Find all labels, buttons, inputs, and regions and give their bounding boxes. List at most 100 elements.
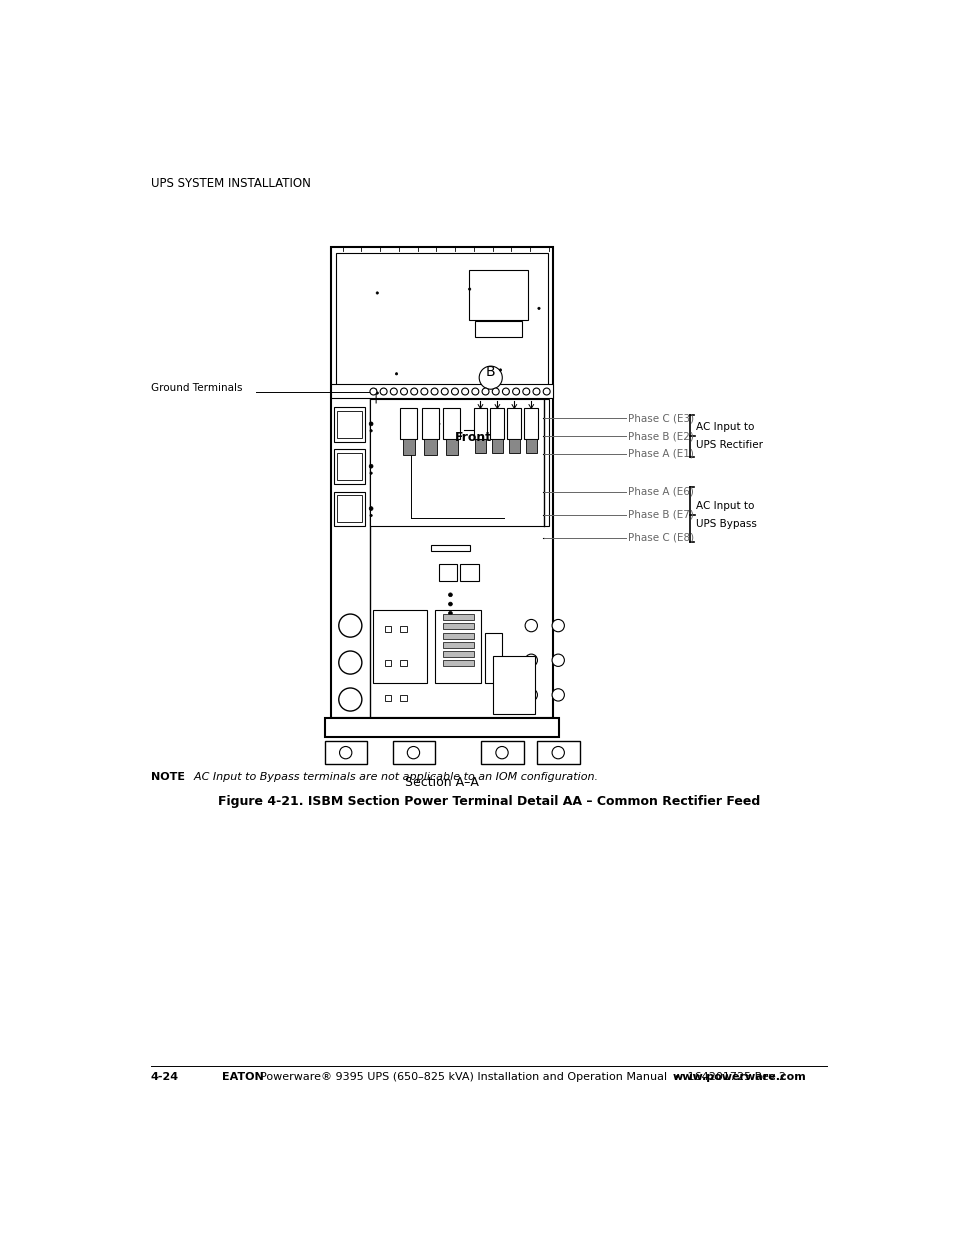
Bar bbox=[492, 440, 502, 453]
Bar bbox=[445, 440, 457, 454]
Circle shape bbox=[468, 288, 471, 290]
Text: Front: Front bbox=[455, 431, 492, 445]
Circle shape bbox=[537, 308, 539, 310]
Bar bbox=[442, 632, 473, 638]
Text: EATON: EATON bbox=[221, 1072, 263, 1082]
Bar bbox=[468, 270, 528, 320]
Circle shape bbox=[375, 291, 378, 294]
Bar bbox=[438, 564, 456, 580]
Bar bbox=[493, 656, 535, 714]
Circle shape bbox=[451, 388, 458, 395]
Bar bbox=[369, 399, 548, 526]
Text: www.powerware.com: www.powerware.com bbox=[672, 1072, 805, 1082]
Text: UPS Rectifier: UPS Rectifier bbox=[696, 440, 762, 450]
Bar bbox=[490, 409, 504, 440]
Text: Powerware® 9395 UPS (650–825 kVA) Installation and Operation Manual  •  16420172: Powerware® 9395 UPS (650–825 kVA) Instal… bbox=[260, 1072, 789, 1082]
Circle shape bbox=[420, 388, 427, 395]
Circle shape bbox=[400, 388, 407, 395]
Bar bbox=[336, 453, 361, 480]
Bar bbox=[442, 624, 473, 630]
Bar bbox=[336, 495, 361, 522]
Circle shape bbox=[441, 388, 448, 395]
Circle shape bbox=[533, 388, 539, 395]
Text: NOTE: NOTE bbox=[151, 772, 185, 782]
Bar bbox=[373, 610, 427, 683]
Text: B: B bbox=[485, 364, 495, 378]
Text: 4-24: 4-24 bbox=[151, 1072, 179, 1082]
Bar bbox=[400, 695, 406, 701]
Circle shape bbox=[552, 689, 564, 701]
Bar bbox=[334, 492, 365, 526]
Circle shape bbox=[370, 430, 372, 432]
Circle shape bbox=[338, 651, 361, 674]
Circle shape bbox=[370, 388, 376, 395]
Bar bbox=[442, 661, 473, 667]
Bar bbox=[524, 409, 537, 440]
Circle shape bbox=[390, 388, 396, 395]
Circle shape bbox=[448, 611, 452, 615]
Circle shape bbox=[369, 422, 373, 426]
Circle shape bbox=[437, 422, 439, 425]
Bar bbox=[402, 440, 415, 454]
Text: UPS Bypass: UPS Bypass bbox=[696, 519, 756, 529]
Text: Phase A (E1): Phase A (E1) bbox=[627, 448, 693, 459]
Circle shape bbox=[512, 388, 519, 395]
Circle shape bbox=[369, 506, 373, 510]
Circle shape bbox=[524, 620, 537, 632]
Circle shape bbox=[492, 388, 498, 395]
Circle shape bbox=[461, 388, 468, 395]
Circle shape bbox=[370, 514, 372, 516]
Circle shape bbox=[448, 593, 452, 597]
Bar bbox=[473, 409, 487, 440]
Bar bbox=[385, 695, 391, 701]
Circle shape bbox=[502, 388, 509, 395]
Circle shape bbox=[542, 388, 550, 395]
Text: Ground Terminals: Ground Terminals bbox=[151, 383, 242, 394]
Circle shape bbox=[472, 388, 478, 395]
Bar bbox=[400, 626, 406, 632]
Circle shape bbox=[552, 620, 564, 632]
Circle shape bbox=[369, 464, 373, 468]
Bar bbox=[474, 321, 522, 337]
Circle shape bbox=[481, 388, 489, 395]
Bar bbox=[442, 642, 473, 648]
Bar bbox=[475, 440, 485, 453]
Bar bbox=[334, 406, 365, 442]
Bar bbox=[421, 409, 438, 440]
Bar bbox=[331, 384, 552, 398]
Circle shape bbox=[524, 689, 537, 701]
Bar bbox=[431, 545, 469, 551]
Bar bbox=[334, 450, 365, 484]
Circle shape bbox=[370, 472, 372, 474]
Circle shape bbox=[379, 388, 387, 395]
Circle shape bbox=[407, 746, 419, 758]
Text: Phase B (E2): Phase B (E2) bbox=[627, 431, 693, 441]
Circle shape bbox=[496, 746, 508, 758]
Circle shape bbox=[339, 746, 352, 758]
Circle shape bbox=[411, 388, 417, 395]
Text: Phase C (E3): Phase C (E3) bbox=[627, 414, 693, 424]
Text: Phase C (E8): Phase C (E8) bbox=[627, 532, 693, 543]
Circle shape bbox=[522, 388, 529, 395]
Text: Section A–A: Section A–A bbox=[405, 776, 478, 789]
Bar bbox=[525, 440, 537, 453]
Text: UPS SYSTEM INSTALLATION: UPS SYSTEM INSTALLATION bbox=[151, 178, 311, 190]
Circle shape bbox=[478, 366, 502, 389]
Bar bbox=[400, 661, 406, 667]
Circle shape bbox=[375, 391, 378, 394]
Circle shape bbox=[552, 655, 564, 667]
Bar bbox=[537, 741, 579, 764]
Text: AC Input to: AC Input to bbox=[696, 501, 754, 511]
Bar bbox=[443, 409, 460, 440]
Bar bbox=[385, 661, 391, 667]
Circle shape bbox=[483, 422, 486, 425]
Circle shape bbox=[395, 373, 397, 375]
Bar bbox=[331, 247, 552, 718]
Bar bbox=[507, 409, 520, 440]
Circle shape bbox=[498, 369, 501, 370]
Bar bbox=[336, 411, 361, 437]
Text: |: | bbox=[374, 390, 377, 404]
Text: AC Input to: AC Input to bbox=[696, 422, 754, 432]
Bar bbox=[484, 634, 501, 683]
Circle shape bbox=[338, 688, 361, 711]
